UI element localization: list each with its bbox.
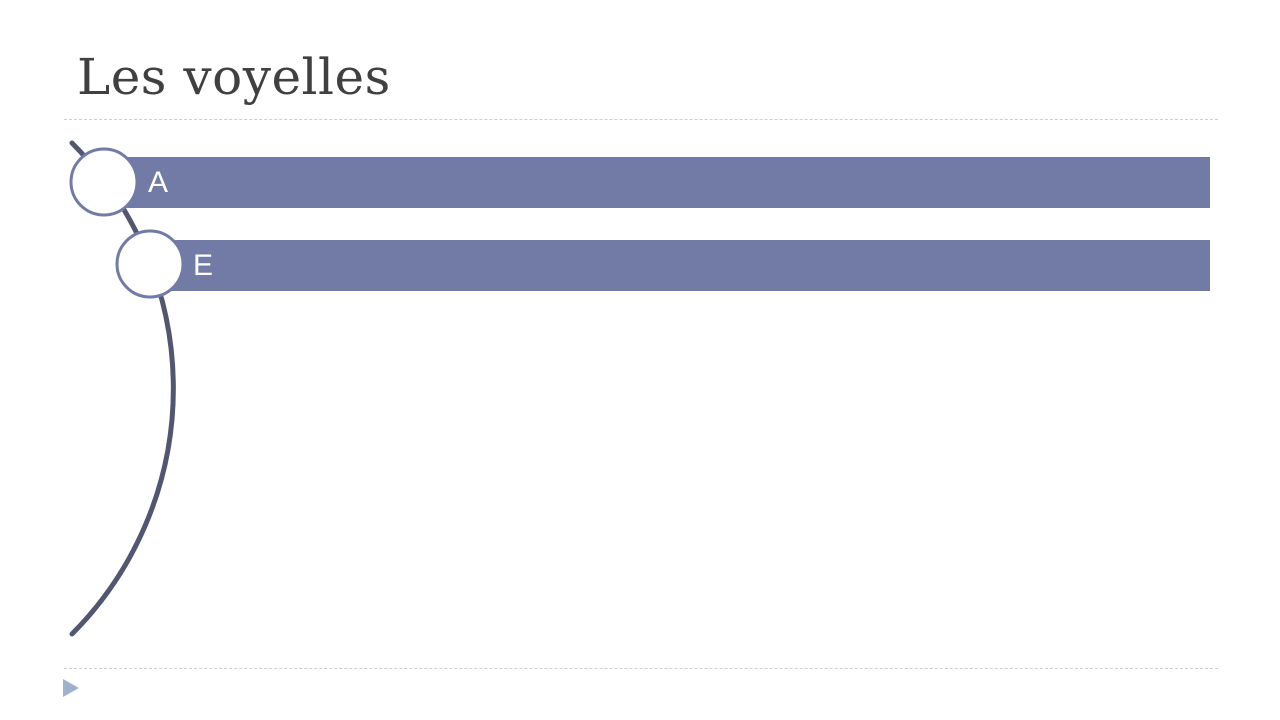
bullet-circle-e xyxy=(115,229,185,299)
title-divider xyxy=(64,119,1218,120)
play-arrow-icon[interactable] xyxy=(63,679,79,697)
list-item-label: A xyxy=(148,166,169,199)
slide-title: Les voyelles xyxy=(77,48,391,106)
list-item-label: E xyxy=(193,249,214,282)
footer-divider xyxy=(64,668,1218,669)
list-item-bar-e: E xyxy=(165,240,1210,291)
bullet-circle-a xyxy=(69,147,139,217)
list-item-bar-a: A xyxy=(118,157,1210,208)
